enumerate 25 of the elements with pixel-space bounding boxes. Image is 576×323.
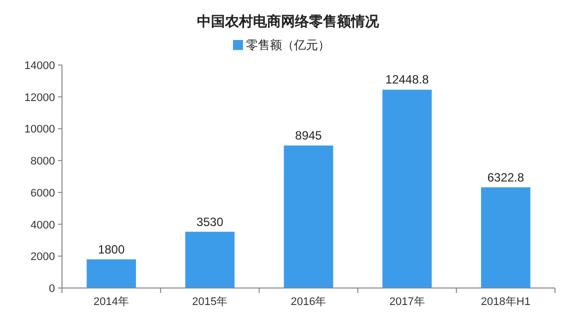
y-tick-label: 0 — [48, 283, 55, 295]
x-tick-label: 2015年 — [192, 296, 228, 308]
x-tick-label: 2018年H1 — [480, 296, 530, 308]
data-label: 1800 — [98, 242, 125, 256]
bar — [86, 259, 136, 288]
y-tick-label: 10000 — [24, 124, 55, 136]
y-tick-label: 2000 — [30, 251, 55, 264]
x-tick-label: 2014年 — [94, 296, 130, 308]
bar — [284, 146, 334, 288]
bar — [185, 232, 235, 288]
bar — [382, 90, 432, 288]
data-label: 8945 — [295, 128, 322, 143]
bar — [481, 187, 530, 288]
y-tick-label: 8000 — [30, 156, 55, 168]
y-tick-label: 14000 — [24, 60, 55, 72]
x-tick-label: 2017年 — [389, 296, 425, 308]
x-tick-label: 2016年 — [290, 296, 326, 308]
y-tick-label: 4000 — [30, 219, 55, 232]
data-label: 12448.8 — [385, 72, 430, 87]
legend-label: 零售额（亿元） — [246, 38, 330, 52]
data-label: 3530 — [196, 214, 224, 229]
y-tick-label: 6000 — [30, 187, 55, 200]
y-tick-label: 12000 — [24, 92, 55, 104]
chart-title: 中国农村电商网络零售额情况 — [197, 13, 380, 29]
data-label: 6322.8 — [487, 170, 524, 184]
